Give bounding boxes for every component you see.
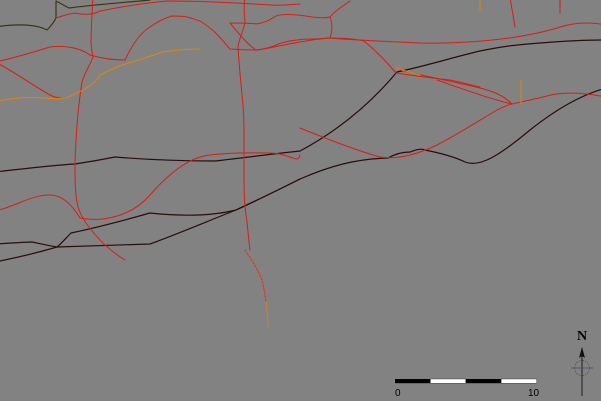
svg-text:0: 0	[395, 388, 401, 399]
svg-text:N: N	[577, 329, 587, 344]
svg-text:10: 10	[528, 388, 540, 399]
